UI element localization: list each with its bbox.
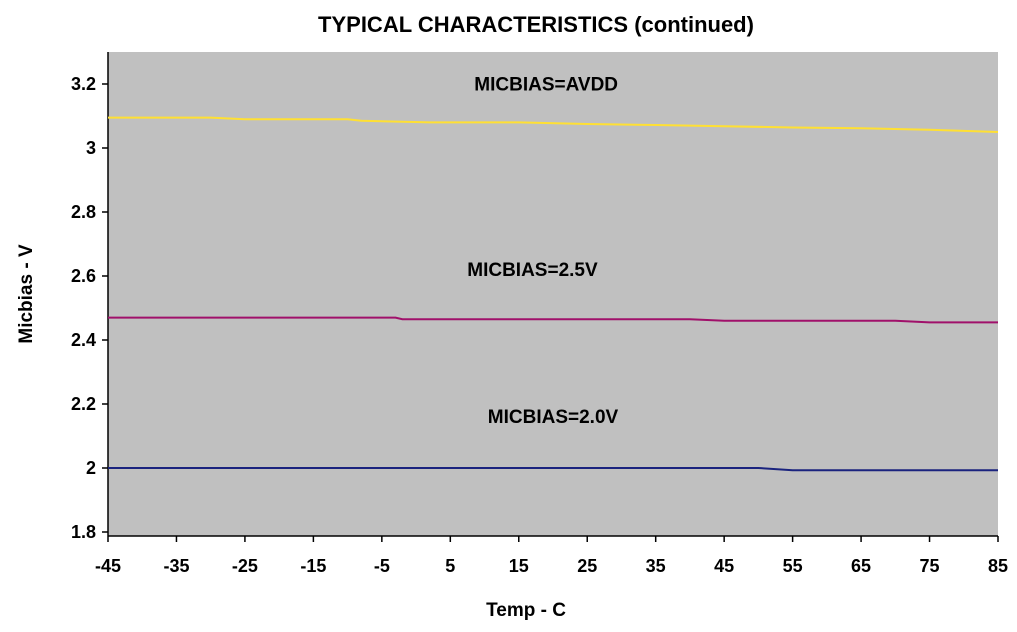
x-tick-label: -25 bbox=[232, 556, 258, 576]
plot-area bbox=[108, 52, 998, 536]
annotation-1: MICBIAS=AVDD bbox=[474, 74, 618, 95]
y-axis-label: Micbias - V bbox=[16, 244, 37, 344]
x-tick-label: 5 bbox=[445, 556, 455, 576]
x-axis-label: Temp - C bbox=[486, 600, 566, 621]
x-tick-label: -15 bbox=[300, 556, 326, 576]
y-tick-label: 2.4 bbox=[71, 330, 96, 350]
x-tick-label: 25 bbox=[577, 556, 597, 576]
y-tick-label: 3 bbox=[86, 138, 96, 158]
y-ticks: 1.8 2 2.2 2.4 2.6 2.8 3 3.2 bbox=[71, 74, 108, 542]
x-ticks: -45 -35 -25 -15 -5 5 15 25 35 45 55 65 75 85 bbox=[95, 536, 1008, 576]
y-tick-label: 3.2 bbox=[71, 74, 96, 94]
x-tick-label: 15 bbox=[509, 556, 529, 576]
chart-title: TYPICAL CHARACTERISTICS (continued) bbox=[318, 12, 754, 37]
y-tick-label: 2.2 bbox=[71, 394, 96, 414]
x-tick-label: 55 bbox=[783, 556, 803, 576]
series-line-2 bbox=[108, 316, 998, 324]
series-line-3 bbox=[108, 467, 998, 472]
annotations: MICBIAS=AVDD MICBIAS=2.5V MICBIAS=2.0V bbox=[467, 74, 618, 428]
series-group bbox=[108, 116, 999, 472]
annotation-2: MICBIAS=2.5V bbox=[467, 260, 598, 281]
series-line-1 bbox=[108, 116, 999, 133]
x-tick-label: 65 bbox=[851, 556, 871, 576]
y-tick-label: 2.8 bbox=[71, 202, 96, 222]
annotation-3: MICBIAS=2.0V bbox=[488, 407, 619, 428]
y-tick-label: 2 bbox=[86, 458, 96, 478]
x-tick-label: -35 bbox=[163, 556, 189, 576]
y-tick-label: 2.6 bbox=[71, 266, 96, 286]
x-tick-label: 45 bbox=[714, 556, 734, 576]
x-tick-label: 85 bbox=[988, 556, 1008, 576]
x-tick-label: 75 bbox=[920, 556, 940, 576]
x-tick-label: -45 bbox=[95, 556, 121, 576]
y-tick-label: 1.8 bbox=[71, 522, 96, 542]
x-tick-label: 35 bbox=[646, 556, 666, 576]
x-tick-label: -5 bbox=[374, 556, 390, 576]
